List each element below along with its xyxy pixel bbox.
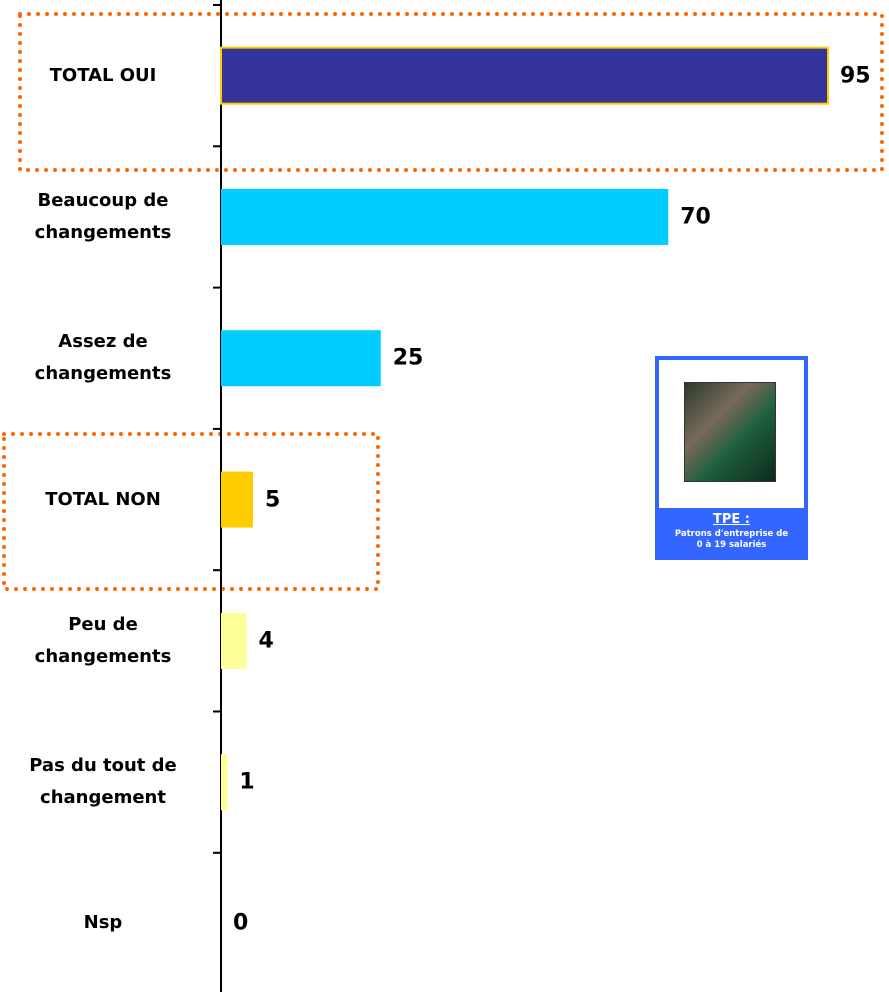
inset-title: TPE : <box>712 512 750 527</box>
value-label: 0 <box>233 910 249 936</box>
category-label: Assez de changements <box>34 331 172 385</box>
value-label: 1 <box>239 769 255 795</box>
value-label: 5 <box>264 487 281 513</box>
bar <box>221 754 228 811</box>
inset-subtitle: Patrons d'entreprise de 0 à 19 salariés <box>674 529 789 550</box>
category-label: Peu de changements <box>34 613 172 667</box>
bar <box>221 471 253 528</box>
value-label: 95 <box>840 63 871 89</box>
inset-photo <box>684 382 776 482</box>
highlight-box <box>2 432 380 591</box>
highlight-box <box>18 12 884 172</box>
bar <box>220 46 829 105</box>
value-label: 25 <box>392 345 424 371</box>
bar <box>221 330 381 387</box>
category-label: TOTAL OUI <box>49 64 157 86</box>
category-label: Pas du tout de changement <box>29 755 177 809</box>
category-label: TOTAL NON <box>45 488 161 510</box>
category-label: Beaucoup de changements <box>34 189 172 243</box>
value-label: 70 <box>680 204 711 230</box>
value-label: 4 <box>258 628 274 654</box>
bar <box>221 612 247 669</box>
category-label: Nsp <box>83 912 123 934</box>
legend-inset: TPE : Patrons d'entreprise de 0 à 19 sal… <box>655 356 808 560</box>
bar <box>221 188 669 245</box>
